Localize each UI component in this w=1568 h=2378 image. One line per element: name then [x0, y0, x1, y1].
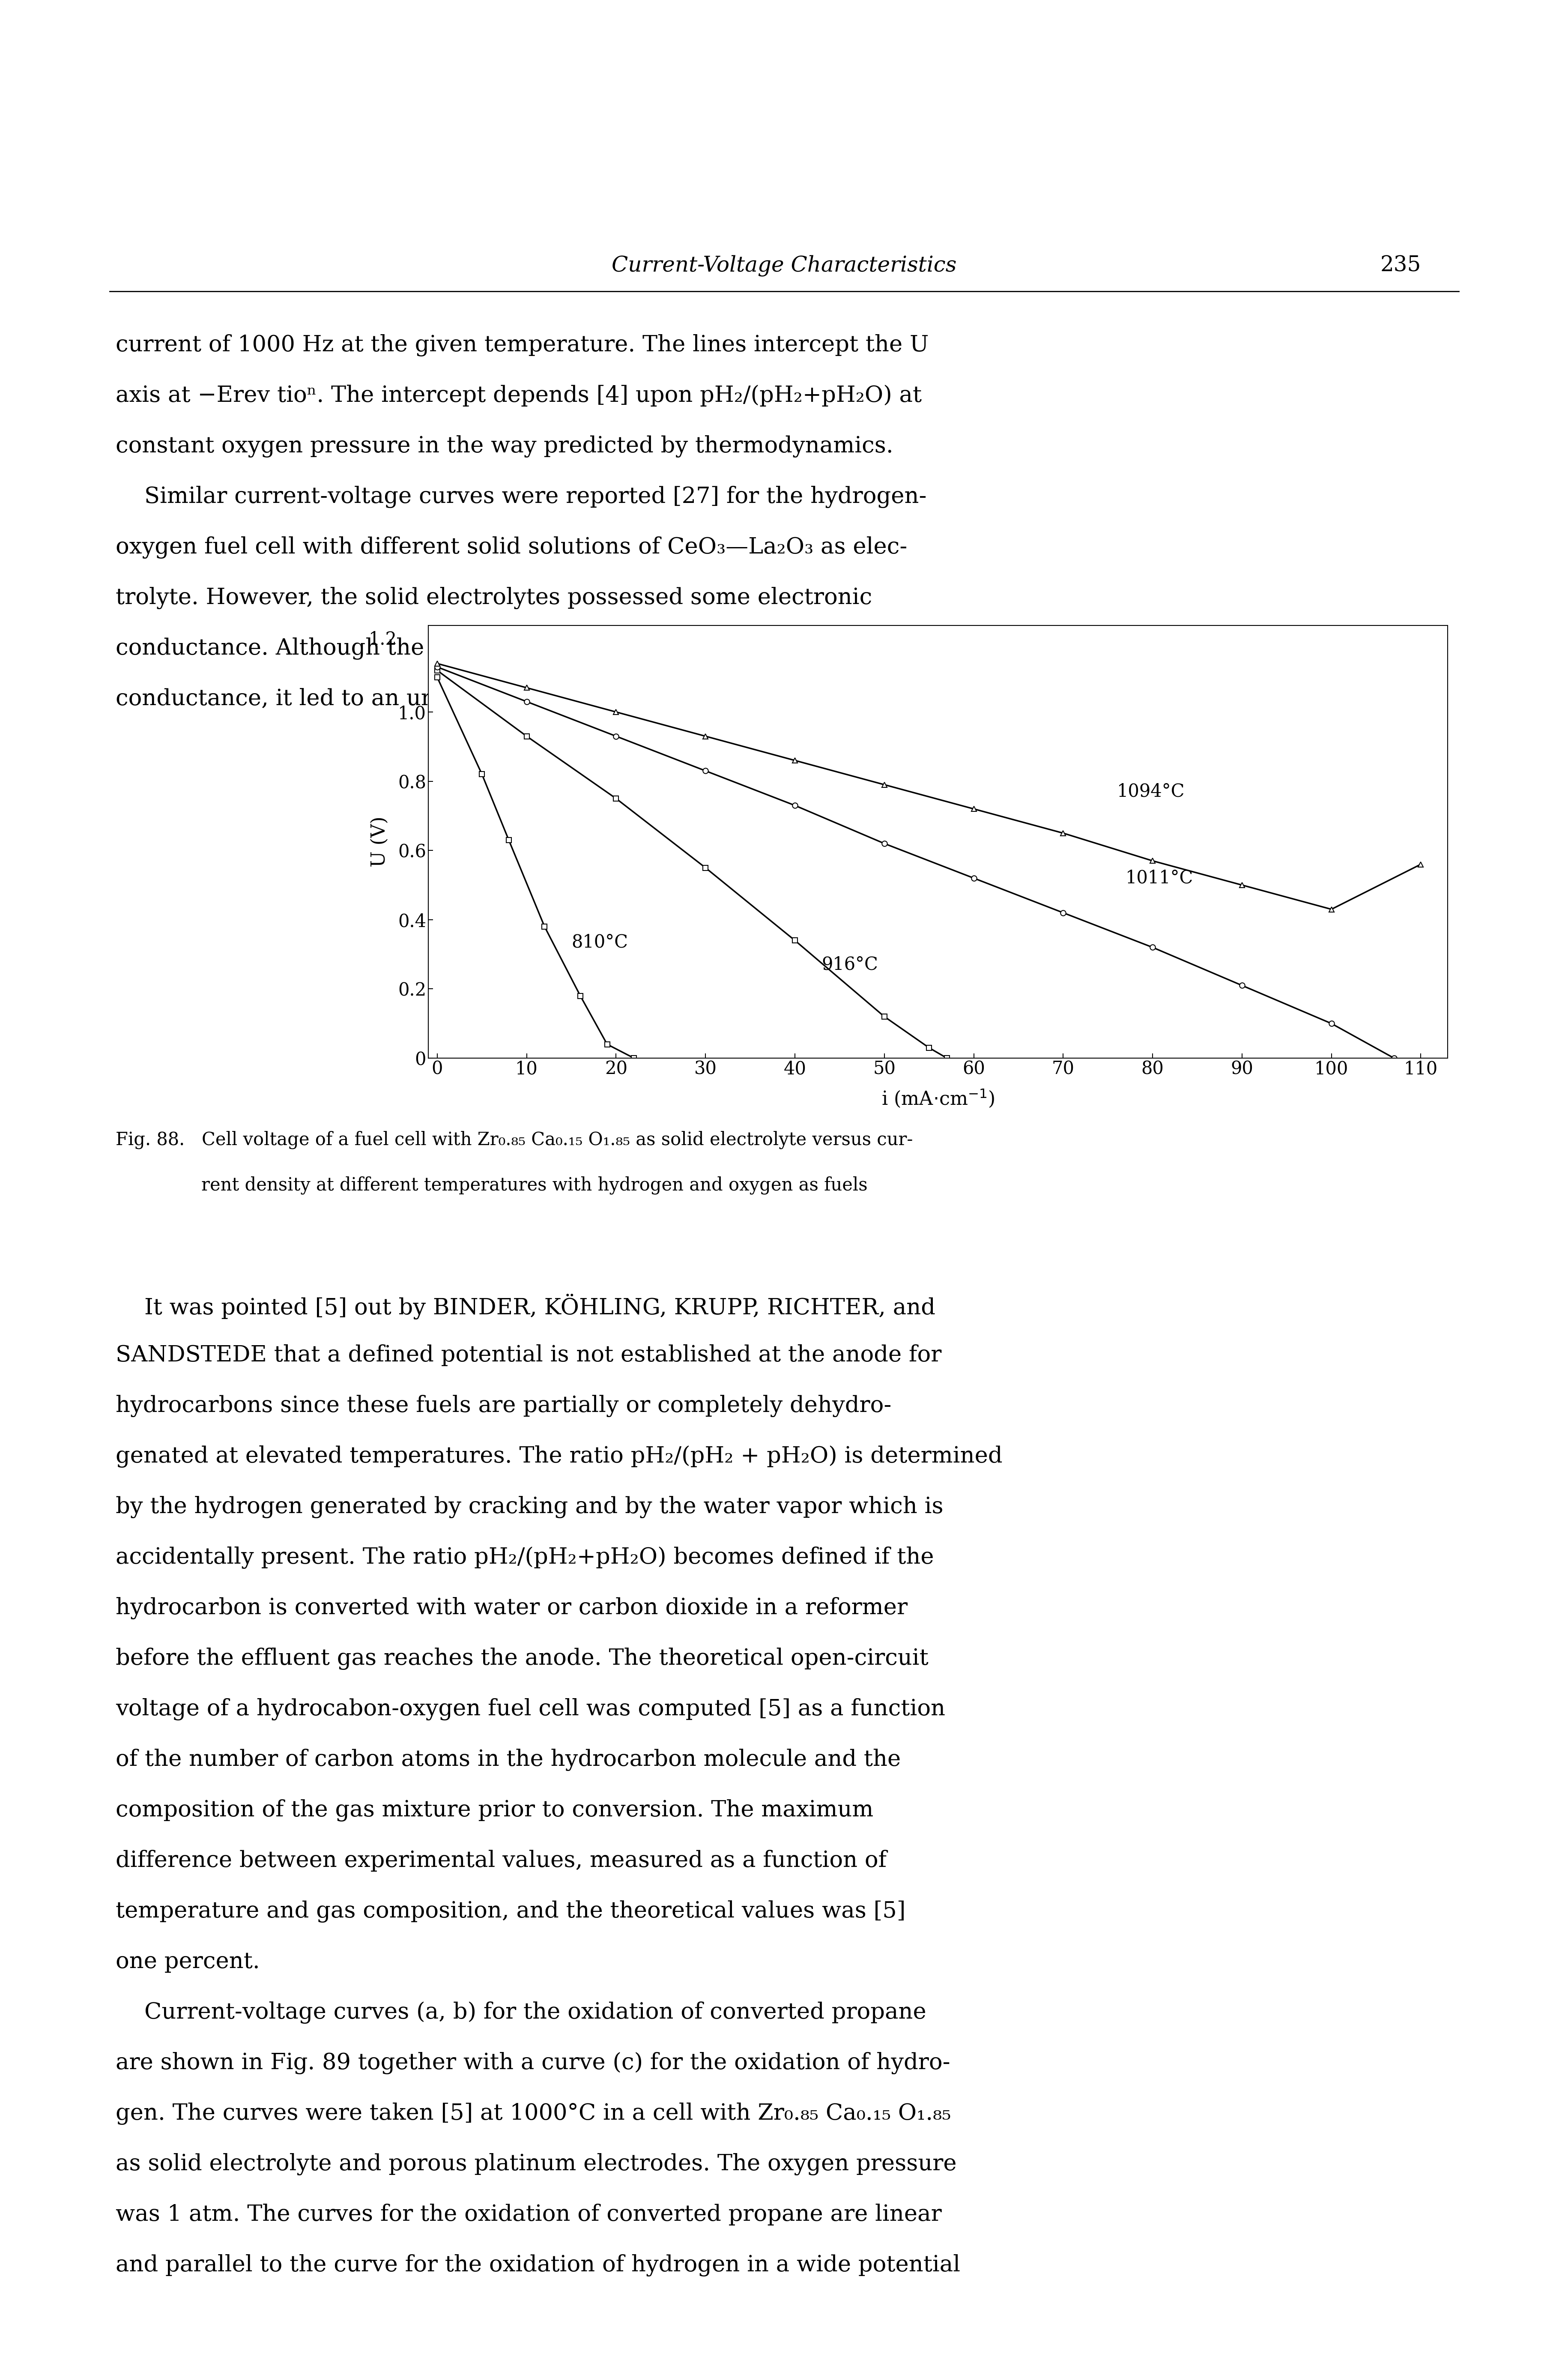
Text: trolyte. However, the solid electrolytes possessed some electronic: trolyte. However, the solid electrolytes… [116, 587, 872, 609]
Text: accidentally present. The ratio pH₂/(pH₂+pH₂O) becomes defined if the: accidentally present. The ratio pH₂/(pH₂… [116, 1546, 933, 1569]
Text: oxygen fuel cell with different solid solutions of CeO₃—La₂O₃ as elec-: oxygen fuel cell with different solid so… [116, 537, 906, 559]
Text: hydrocarbons since these fuels are partially or completely dehydro-: hydrocarbons since these fuels are parti… [116, 1396, 891, 1417]
Text: and parallel to the curve for the oxidation of hydrogen in a wide potential: and parallel to the curve for the oxidat… [116, 2254, 960, 2276]
Text: 916°C: 916°C [822, 956, 878, 973]
Text: SANDSTEDE that a defined potential is not established at the anode for: SANDSTEDE that a defined potential is no… [116, 1344, 941, 1365]
Text: temperature and gas composition, and the theoretical values was [5]: temperature and gas composition, and the… [116, 1900, 905, 1924]
Text: 1011°C: 1011°C [1126, 868, 1193, 887]
Text: rent density at different temperatures with hydrogen and oxygen as fuels: rent density at different temperatures w… [201, 1177, 867, 1194]
Y-axis label: U (V): U (V) [370, 816, 389, 868]
Text: conductance. Although the addition of ThO₂ reduced the electronic: conductance. Although the addition of Th… [116, 637, 886, 659]
Text: as solid electrolyte and porous platinum electrodes. The oxygen pressure: as solid electrolyte and porous platinum… [116, 2152, 956, 2176]
Text: 1.2: 1.2 [368, 630, 397, 649]
Text: Current-voltage curves (a, b) for the oxidation of converted propane: Current-voltage curves (a, b) for the ox… [116, 2002, 927, 2024]
Text: of the number of carbon atoms in the hydrocarbon molecule and the: of the number of carbon atoms in the hyd… [116, 1748, 900, 1772]
Text: gen. The curves were taken [5] at 1000°C in a cell with Zr₀.₈₅ Ca₀.₁₅ O₁.₈₅: gen. The curves were taken [5] at 1000°C… [116, 2102, 950, 2126]
X-axis label: i (mA$\cdot$cm$^{-1}$): i (mA$\cdot$cm$^{-1}$) [881, 1087, 994, 1108]
Text: 235: 235 [1380, 254, 1421, 276]
Text: voltage of a hydrocabon-oxygen fuel cell was computed [5] as a function: voltage of a hydrocabon-oxygen fuel cell… [116, 1698, 946, 1719]
Text: genated at elevated temperatures. The ratio pH₂/(pH₂ + pH₂O) is determined: genated at elevated temperatures. The ra… [116, 1446, 1002, 1467]
Text: It was pointed [5] out by BINDER, KÖHLING, KRUPP, RICHTER, and: It was pointed [5] out by BINDER, KÖHLIN… [116, 1294, 935, 1320]
Text: was 1 atm. The curves for the oxidation of converted propane are linear: was 1 atm. The curves for the oxidation … [116, 2204, 941, 2226]
Text: Similar current-voltage curves were reported [27] for the hydrogen-: Similar current-voltage curves were repo… [116, 485, 927, 509]
Text: one percent.: one percent. [116, 1950, 260, 1974]
Text: composition of the gas mixture prior to conversion. The maximum: composition of the gas mixture prior to … [116, 1800, 873, 1822]
Text: 810°C: 810°C [571, 932, 627, 951]
Text: before the effluent gas reaches the anode. The theoretical open-circuit: before the effluent gas reaches the anod… [116, 1648, 928, 1669]
Text: are shown in Fig. 89 together with a curve (c) for the oxidation of hydro-: are shown in Fig. 89 together with a cur… [116, 2052, 950, 2074]
Text: conductance, it led to an undesirable decrease in performance.: conductance, it led to an undesirable de… [116, 687, 842, 711]
Text: Current-Voltage Characteristics: Current-Voltage Characteristics [612, 254, 956, 276]
Text: Fig. 88.   Cell voltage of a fuel cell with Zr₀.₈₅ Ca₀.₁₅ O₁.₈₅ as solid electro: Fig. 88. Cell voltage of a fuel cell wit… [116, 1132, 913, 1149]
Text: axis at −Erev tioⁿ. The intercept depends [4] upon pH₂/(pH₂+pH₂O) at: axis at −Erev tioⁿ. The intercept depend… [116, 385, 922, 407]
Text: by the hydrogen generated by cracking and by the water vapor which is: by the hydrogen generated by cracking an… [116, 1496, 942, 1517]
Text: constant oxygen pressure in the way predicted by thermodynamics.: constant oxygen pressure in the way pred… [116, 435, 894, 457]
Text: difference between experimental values, measured as a function of: difference between experimental values, … [116, 1850, 886, 1871]
Text: hydrocarbon is converted with water or carbon dioxide in a reformer: hydrocarbon is converted with water or c… [116, 1598, 908, 1619]
Text: current of 1000 Hz at the given temperature. The lines intercept the U: current of 1000 Hz at the given temperat… [116, 335, 928, 357]
Text: 1094°C: 1094°C [1116, 782, 1184, 801]
